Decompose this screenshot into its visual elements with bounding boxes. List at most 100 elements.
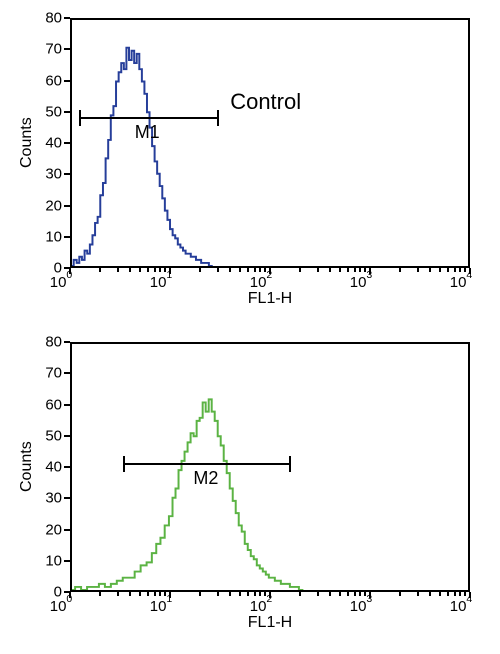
- y-axis-title: Counts: [18, 441, 36, 492]
- x-minor-tick: [99, 268, 101, 272]
- x-minor-tick: [329, 268, 331, 272]
- x-minor-tick: [99, 592, 101, 596]
- x-minor-tick: [254, 268, 256, 272]
- panel-annotation-top: Control: [230, 89, 301, 115]
- x-minor-tick: [359, 268, 361, 272]
- plot-area-bottom: [70, 342, 470, 592]
- y-tick-label: 80: [45, 10, 62, 27]
- x-tick-mark: [69, 268, 71, 274]
- x-tick-mark: [169, 592, 171, 598]
- x-minor-tick: [299, 268, 301, 272]
- histogram-trace-bottom: [72, 399, 303, 590]
- x-minor-tick: [439, 268, 441, 272]
- y-tick-label: 10: [45, 552, 62, 569]
- x-minor-tick: [447, 592, 449, 596]
- x-tick-mark: [469, 268, 471, 274]
- x-minor-tick: [139, 268, 141, 272]
- x-minor-tick: [339, 268, 341, 272]
- x-minor-tick: [364, 268, 366, 272]
- gate-label-m1: M1: [135, 122, 160, 143]
- x-minor-tick: [229, 592, 231, 596]
- x-minor-tick: [129, 592, 131, 596]
- x-tick-mark: [469, 592, 471, 598]
- x-minor-tick: [164, 592, 166, 596]
- x-minor-tick: [239, 268, 241, 272]
- y-tick-label: 10: [45, 228, 62, 245]
- x-minor-tick: [264, 268, 266, 272]
- x-minor-tick: [454, 592, 456, 596]
- x-tick-label: 104: [450, 272, 473, 291]
- x-minor-tick: [359, 592, 361, 596]
- y-tick-label: 70: [45, 41, 62, 58]
- x-tick-mark: [269, 592, 271, 598]
- x-minor-tick: [154, 592, 156, 596]
- x-tick-label: 104: [450, 596, 473, 615]
- x-minor-tick: [347, 592, 349, 596]
- x-minor-tick: [354, 268, 356, 272]
- x-minor-tick: [164, 268, 166, 272]
- x-minor-tick: [217, 268, 219, 272]
- x-minor-tick: [429, 592, 431, 596]
- x-tick-mark: [269, 268, 271, 274]
- x-minor-tick: [347, 268, 349, 272]
- plot-area-top: [70, 18, 470, 268]
- x-minor-tick: [239, 592, 241, 596]
- y-tick-label: 80: [45, 334, 62, 351]
- gate-bar-m1: [80, 117, 218, 119]
- gate-cap: [79, 110, 81, 126]
- x-tick-label: 102: [250, 596, 273, 615]
- x-minor-tick: [247, 268, 249, 272]
- x-minor-tick: [317, 592, 319, 596]
- x-tick-label: 101: [150, 272, 173, 291]
- y-tick-label: 70: [45, 365, 62, 382]
- gate-cap: [123, 456, 125, 472]
- y-tick-label: 40: [45, 135, 62, 152]
- x-minor-tick: [117, 268, 119, 272]
- histogram-top: [72, 20, 468, 266]
- x-minor-tick: [254, 592, 256, 596]
- x-minor-tick: [259, 268, 261, 272]
- x-minor-tick: [264, 592, 266, 596]
- gate-bar-m2: [124, 463, 290, 465]
- x-minor-tick: [399, 268, 401, 272]
- x-minor-tick: [339, 592, 341, 596]
- x-minor-tick: [139, 592, 141, 596]
- x-minor-tick: [117, 592, 119, 596]
- x-minor-tick: [199, 592, 201, 596]
- x-tick-label: 103: [350, 596, 373, 615]
- x-tick-label: 102: [250, 272, 273, 291]
- y-tick-label: 30: [45, 490, 62, 507]
- histogram-bottom: [72, 344, 468, 590]
- x-minor-tick: [147, 592, 149, 596]
- x-minor-tick: [147, 268, 149, 272]
- x-tick-label: 100: [50, 596, 73, 615]
- x-minor-tick: [259, 592, 261, 596]
- x-minor-tick: [439, 592, 441, 596]
- x-minor-tick: [354, 592, 356, 596]
- x-tick-mark: [169, 268, 171, 274]
- gate-cap: [289, 456, 291, 472]
- histogram-trace-top: [72, 48, 213, 266]
- y-tick-label: 50: [45, 103, 62, 120]
- y-tick-label: 40: [45, 459, 62, 476]
- x-axis-title: FL1-H: [248, 614, 292, 632]
- x-minor-tick: [317, 268, 319, 272]
- x-minor-tick: [459, 268, 461, 272]
- y-tick-label: 20: [45, 521, 62, 538]
- x-minor-tick: [154, 268, 156, 272]
- x-minor-tick: [159, 592, 161, 596]
- y-tick-label: 60: [45, 72, 62, 89]
- x-tick-mark: [369, 592, 371, 598]
- x-minor-tick: [464, 592, 466, 596]
- x-tick-label: 100: [50, 272, 73, 291]
- x-minor-tick: [417, 592, 419, 596]
- x-minor-tick: [247, 592, 249, 596]
- x-axis-title: FL1-H: [248, 290, 292, 308]
- flow-cytometry-figure: Counts01020304050607080M1Control10010110…: [0, 0, 500, 654]
- x-minor-tick: [217, 592, 219, 596]
- x-minor-tick: [417, 268, 419, 272]
- y-tick-label: 30: [45, 166, 62, 183]
- x-minor-tick: [464, 268, 466, 272]
- x-minor-tick: [459, 592, 461, 596]
- x-minor-tick: [229, 268, 231, 272]
